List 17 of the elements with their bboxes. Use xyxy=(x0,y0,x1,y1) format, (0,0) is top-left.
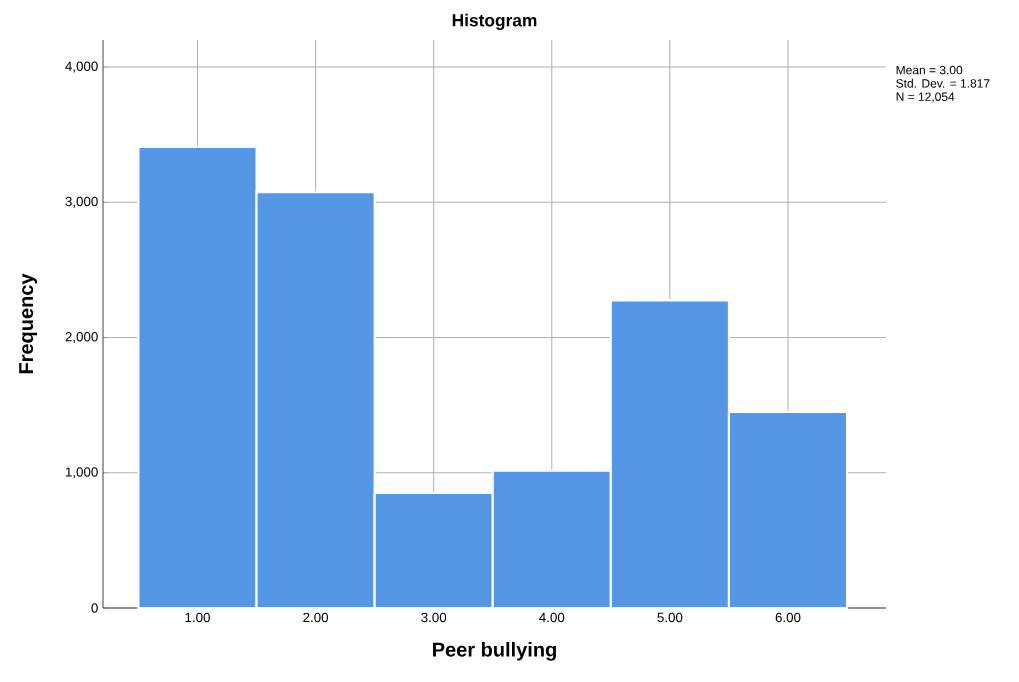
text: Std. Dev. = 1.817 xyxy=(896,78,990,88)
x-tick-label: 5.00 xyxy=(657,612,683,623)
y-tick-label: 2,000 xyxy=(65,332,98,344)
x-tick-label: 1.00 xyxy=(185,612,210,623)
y-axis-title: Frequency xyxy=(19,273,38,374)
x-tick-label: 6.00 xyxy=(775,612,801,623)
text: Mean = 3.00 xyxy=(896,65,963,75)
x-tick-label: 4.00 xyxy=(539,612,565,623)
y-tick-label: 3,000 xyxy=(65,196,98,208)
x-tick-label: 3.00 xyxy=(421,612,447,623)
y-tick-label: 4,000 xyxy=(65,61,98,73)
x-tick-label: 2.00 xyxy=(303,612,329,623)
y-tick-label: 1,000 xyxy=(65,467,98,479)
y-tick-label: 0 xyxy=(91,603,98,613)
x-axis-title: Peer bullying xyxy=(433,641,556,661)
text: N = 12,054 xyxy=(896,92,955,103)
chart-title: Histogram xyxy=(452,13,537,30)
